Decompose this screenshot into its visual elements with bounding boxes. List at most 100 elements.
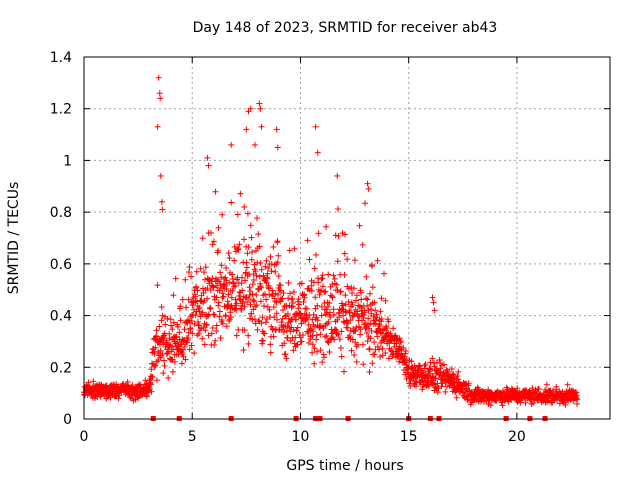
data-point bbox=[285, 295, 292, 302]
data-point bbox=[372, 317, 379, 324]
data-point bbox=[161, 362, 168, 369]
data-point bbox=[258, 266, 265, 273]
data-point bbox=[155, 74, 162, 81]
data-point bbox=[253, 215, 260, 222]
data-point bbox=[172, 275, 179, 282]
data-point bbox=[257, 260, 264, 267]
data-point bbox=[291, 245, 298, 252]
data-point bbox=[333, 281, 340, 288]
data-point bbox=[303, 305, 310, 312]
data-point bbox=[277, 298, 284, 305]
data-point bbox=[244, 299, 251, 306]
data-point bbox=[363, 273, 370, 280]
data-point bbox=[349, 313, 356, 320]
data-point bbox=[213, 294, 220, 301]
data-point bbox=[280, 289, 287, 296]
data-point bbox=[298, 280, 305, 287]
data-point bbox=[222, 313, 229, 320]
data-points bbox=[81, 74, 581, 409]
data-point bbox=[168, 322, 175, 329]
data-point bbox=[514, 385, 521, 392]
data-point bbox=[208, 330, 215, 337]
data-point bbox=[349, 290, 356, 297]
data-point bbox=[182, 356, 189, 363]
data-point bbox=[438, 383, 445, 390]
data-point bbox=[202, 327, 209, 334]
data-point bbox=[334, 258, 341, 265]
data-point bbox=[219, 320, 226, 327]
data-point bbox=[436, 356, 443, 363]
y-tick-label: 0.4 bbox=[50, 309, 72, 325]
data-point bbox=[279, 295, 286, 302]
data-point bbox=[248, 234, 255, 241]
data-point bbox=[270, 243, 277, 250]
data-point bbox=[390, 325, 397, 332]
data-point bbox=[316, 324, 323, 331]
data-point bbox=[343, 318, 350, 325]
data-point bbox=[203, 321, 210, 328]
data-point bbox=[337, 344, 344, 351]
data-point bbox=[257, 105, 264, 112]
data-point bbox=[318, 303, 325, 310]
data-point bbox=[245, 244, 252, 251]
data-point bbox=[149, 374, 156, 381]
data-point bbox=[323, 332, 330, 339]
data-point bbox=[319, 272, 326, 279]
data-point bbox=[248, 310, 255, 317]
data-point bbox=[225, 291, 232, 298]
data-point bbox=[204, 295, 211, 302]
data-point bbox=[152, 344, 159, 351]
data-point bbox=[319, 359, 326, 366]
data-point bbox=[573, 395, 580, 402]
x-tick-label: 20 bbox=[508, 429, 526, 445]
data-point bbox=[342, 231, 349, 238]
data-point bbox=[258, 123, 265, 130]
data-point bbox=[179, 351, 186, 358]
data-point bbox=[262, 319, 269, 326]
data-point bbox=[359, 241, 366, 248]
data-point bbox=[354, 292, 361, 299]
data-point bbox=[299, 332, 306, 339]
data-point bbox=[331, 336, 338, 343]
data-point bbox=[237, 190, 244, 197]
data-point bbox=[485, 386, 492, 393]
data-point bbox=[175, 323, 182, 330]
data-point bbox=[249, 291, 256, 298]
data-point bbox=[213, 322, 220, 329]
data-point bbox=[553, 383, 560, 390]
data-point bbox=[337, 288, 344, 295]
data-point bbox=[342, 308, 349, 315]
data-point bbox=[296, 301, 303, 308]
data-point bbox=[148, 381, 155, 388]
data-point bbox=[241, 327, 248, 334]
data-point bbox=[159, 312, 166, 319]
data-point bbox=[371, 351, 378, 358]
data-point bbox=[311, 345, 318, 352]
data-point bbox=[171, 358, 178, 365]
data-point bbox=[318, 276, 325, 283]
data-point bbox=[287, 328, 294, 335]
data-point bbox=[284, 310, 291, 317]
data-point bbox=[226, 254, 233, 261]
data-point bbox=[263, 315, 270, 322]
data-point bbox=[244, 250, 251, 257]
data-point bbox=[293, 327, 300, 334]
data-point bbox=[274, 238, 281, 245]
data-point bbox=[216, 313, 223, 320]
data-point bbox=[314, 149, 321, 156]
data-point bbox=[194, 287, 201, 294]
data-point bbox=[250, 276, 257, 283]
data-point bbox=[170, 319, 177, 326]
data-point bbox=[246, 284, 253, 291]
data-point bbox=[268, 268, 275, 275]
data-point bbox=[215, 299, 222, 306]
data-point bbox=[306, 256, 313, 263]
data-point bbox=[158, 198, 165, 205]
data-point bbox=[543, 381, 550, 388]
data-point bbox=[196, 304, 203, 311]
data-point bbox=[317, 331, 324, 338]
data-point bbox=[346, 332, 353, 339]
data-point bbox=[204, 285, 211, 292]
data-point bbox=[159, 339, 166, 346]
data-point bbox=[448, 365, 455, 372]
